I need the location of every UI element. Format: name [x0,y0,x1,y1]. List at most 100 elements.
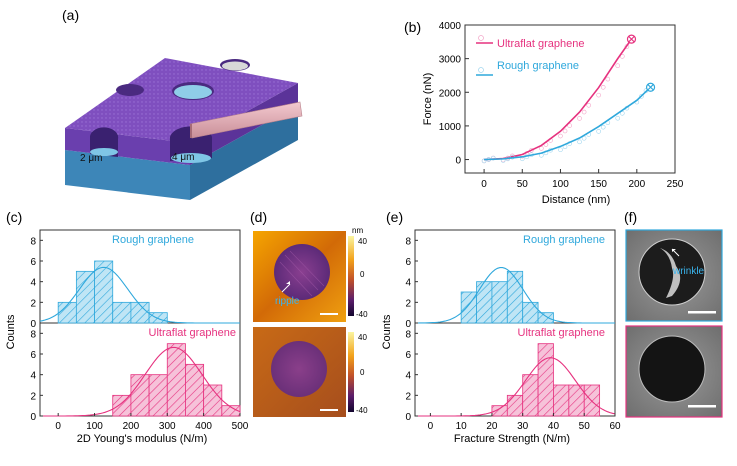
hist-bar [148,312,168,324]
chart-b-frame [464,24,676,174]
chart-b-point [539,146,544,151]
hist-xtick-label: 40 [548,421,560,432]
hist-xtick-label: 50 [579,421,591,432]
hist-bar [130,374,150,417]
hist-xtick-label: 100 [86,421,103,432]
hist-fit-curve [415,357,616,417]
panel-label-f: (f) [624,209,637,225]
colorbar-bottom [348,332,354,412]
schematic-panel: 2 μm 4 μm [65,58,303,200]
substrate-side-face [190,105,298,200]
chart-b-break-cross [647,84,654,91]
chart-b-point [615,63,621,68]
chart-e-ultraflat-label: Ultraflat graphene [518,327,605,339]
chart-b-ytick-label: 3000 [439,55,462,66]
sem-hole-rough [638,238,706,306]
hist-bar [537,312,554,324]
chart-c-rough-label: Rough graphene [112,234,194,246]
panel-label-c: (c) [6,209,22,225]
colorbar-top-zero: 0 [360,270,365,279]
colorbar-bottom-min: -40 [356,406,368,415]
hist-xtick-label: 60 [609,421,621,432]
afm-tip [190,124,192,138]
hist-ytick-label: 4 [30,278,36,289]
wrinkle-arrowhead [672,249,676,252]
chart-e-bottom-bars [415,343,616,417]
hist-xtick-label: 400 [195,421,212,432]
chart-e-ylabel: Counts [381,314,393,349]
colorbar-top-unit: nm [352,226,363,235]
hist-ytick-label: 2 [30,391,36,402]
hole-large-label: 4 μm [172,152,194,163]
hist-bar [166,343,186,417]
hist-bar [491,281,508,324]
chart-b-xtick-label: 200 [628,179,645,190]
hist-ytick-label: 8 [30,329,36,340]
hist-fit-curve [39,266,240,324]
chart-b-xlabel: Distance (nm) [542,194,610,206]
chart-b-ytick-label: 2000 [439,88,462,99]
sem-images: wrinkle [625,229,723,418]
hist-ytick-label: 2 [405,298,411,309]
hist-xtick-label: 10 [456,421,468,432]
chart-b-line-0 [484,38,633,161]
chart-b-point [586,102,592,108]
chart-b-ytick-label: 1000 [439,122,462,133]
chart-b-point [577,116,582,121]
hist-ytick-label: 6 [405,350,411,361]
hist-ytick-label: 4 [30,371,36,382]
sem-torn-membrane [660,248,681,298]
hist-bar [476,281,493,324]
hist-ytick-label: 6 [405,257,411,268]
afm-hole-ultraflat [271,341,327,397]
hist-bar [75,270,95,324]
ripple-arrow [281,283,291,293]
chart-c-ylabel: Counts [5,314,17,349]
chart-b-point [567,123,572,128]
scale-bar-d-bottom [320,409,338,411]
scale-bar-f-top [688,311,716,314]
chart-c-top-bars [39,260,240,324]
hole-small-bottom [90,148,118,156]
chart-b-point [596,129,601,134]
chart-c-ultraflat-label: Ultraflat graphene [149,327,236,339]
layer-top-face [65,58,298,143]
chart-b-xtick-label: 150 [590,179,607,190]
hist-ytick-label: 0 [30,319,36,330]
hist-xtick-label: 200 [123,421,140,432]
hist-xtick-label: 0 [55,421,61,432]
wrinkle-label: wrinkle [672,266,705,277]
chart-b-xtick-label: 0 [481,179,487,190]
hist-bar [506,270,524,324]
panel-label-a: (a) [62,7,79,23]
hist-bar [553,384,570,417]
afm-images: ripple nm 40 0 -40 40 0 -40 [253,226,368,417]
hole-small-top [116,84,144,96]
hist-ytick-label: 8 [405,236,411,247]
chart-b-point [558,147,563,153]
hist-bar [112,301,132,324]
scale-bar-f-bottom [688,405,716,408]
hist-ytick-label: 0 [405,412,411,423]
hist-bar [522,301,539,324]
chart-b-line-1 [484,86,652,161]
chart-b-point [600,124,606,130]
chart-b-point [562,128,568,134]
hist-bar [506,394,524,417]
legend-rough-marker [478,67,484,73]
chart-b-break-cross [628,35,635,43]
chart-b-point [600,84,606,90]
hist-ytick-label: 6 [30,257,36,268]
chart-b-xtick-label: 100 [552,179,569,190]
scale-bar-d-top [320,313,338,315]
hist-ytick-label: 0 [30,412,36,423]
ripple-arrowhead [286,281,290,284]
chart-e-top-bars [415,267,615,324]
chart-b-point [639,94,644,99]
panel-label-e: (e) [386,209,403,225]
chart-b-xtick-label: 50 [517,179,529,190]
